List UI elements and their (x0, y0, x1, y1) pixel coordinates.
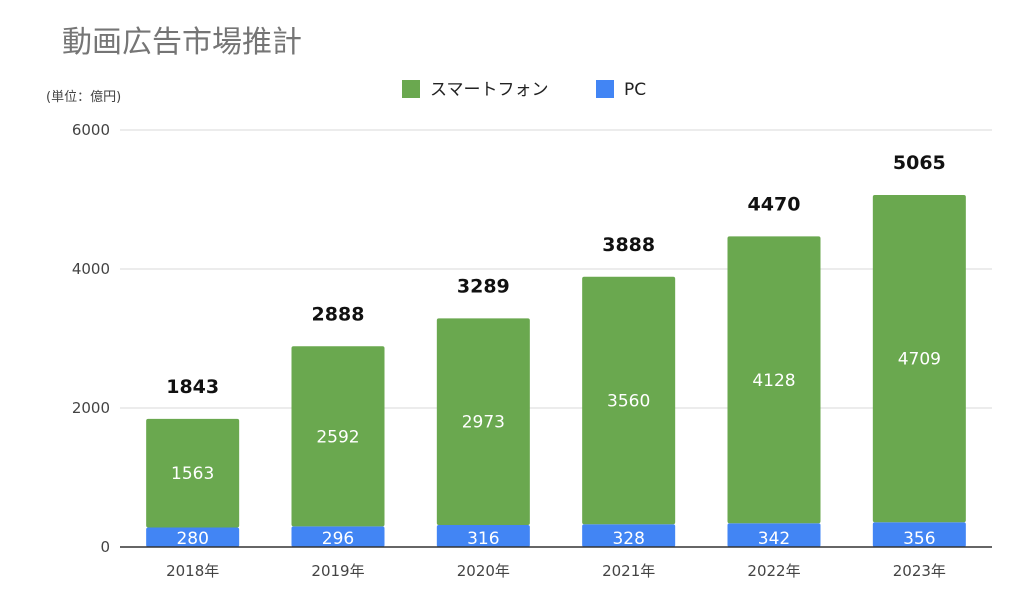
total-label: 3289 (457, 275, 510, 297)
y-tick-label: 6000 (72, 121, 110, 139)
y-tick-label: 4000 (72, 260, 110, 278)
y-axis-ticks: 0 2000 4000 6000 (72, 121, 110, 556)
data-label-smartphone: 3560 (607, 391, 650, 411)
legend-swatch-smartphone (402, 80, 420, 98)
bar-segment-smartphone (291, 346, 385, 527)
y-tick-label: 0 (100, 538, 110, 556)
bar-segment-pc (872, 522, 966, 547)
x-tick-label: 2021年 (602, 562, 655, 580)
bar-segment-smartphone (146, 418, 240, 528)
gridlines (120, 129, 992, 409)
bar-segment-pc (291, 526, 385, 547)
x-tick-label: 2022年 (747, 562, 800, 580)
chart-title: 動画広告市場推計 (62, 25, 302, 60)
data-label-smartphone: 2592 (316, 427, 359, 447)
total-label: 5065 (893, 152, 946, 174)
legend-label-smartphone: スマートフォン (430, 80, 549, 100)
total-label: 2888 (312, 303, 365, 325)
x-tick-label: 2023年 (893, 562, 946, 580)
data-label-pc: 280 (176, 529, 208, 549)
y-tick-label: 2000 (72, 399, 110, 417)
total-label: 3888 (602, 234, 655, 256)
data-label-pc: 316 (467, 529, 499, 549)
data-labels: 280 1563 1843 296 2592 2888 316 2973 3289 328 3560… (166, 152, 946, 549)
legend: スマートフォン PC (402, 80, 646, 100)
bar-segment-smartphone (872, 194, 966, 523)
data-label-pc: 356 (903, 529, 935, 549)
bar-segment-smartphone (436, 318, 530, 526)
bar-segment-smartphone (582, 276, 676, 525)
total-label: 1843 (166, 376, 219, 398)
bar-segment-pc (582, 524, 676, 547)
bar-segment-pc (146, 527, 240, 547)
unit-label: (単位：億円) (46, 89, 121, 105)
total-label: 4470 (748, 193, 801, 215)
bar-segment-pc (727, 523, 821, 547)
x-tick-label: 2018年 (166, 562, 219, 580)
legend-swatch-pc (596, 80, 614, 98)
x-tick-label: 2019年 (311, 562, 364, 580)
legend-label-pc: PC (624, 80, 646, 100)
data-label-pc: 296 (322, 529, 354, 549)
data-label-smartphone: 2973 (462, 413, 505, 433)
data-label-smartphone: 1563 (171, 464, 214, 484)
x-axis-ticks: 2018年 2019年 2020年 2021年 2022年 2023年 (166, 562, 946, 580)
bars (146, 194, 966, 547)
bar-segment-pc (436, 525, 530, 547)
x-tick-label: 2020年 (457, 562, 510, 580)
bar-segment-smartphone (727, 236, 821, 524)
data-label-smartphone: 4709 (898, 350, 941, 370)
data-label-smartphone: 4128 (752, 371, 795, 391)
data-label-pc: 328 (612, 529, 644, 549)
data-label-pc: 342 (758, 529, 790, 549)
